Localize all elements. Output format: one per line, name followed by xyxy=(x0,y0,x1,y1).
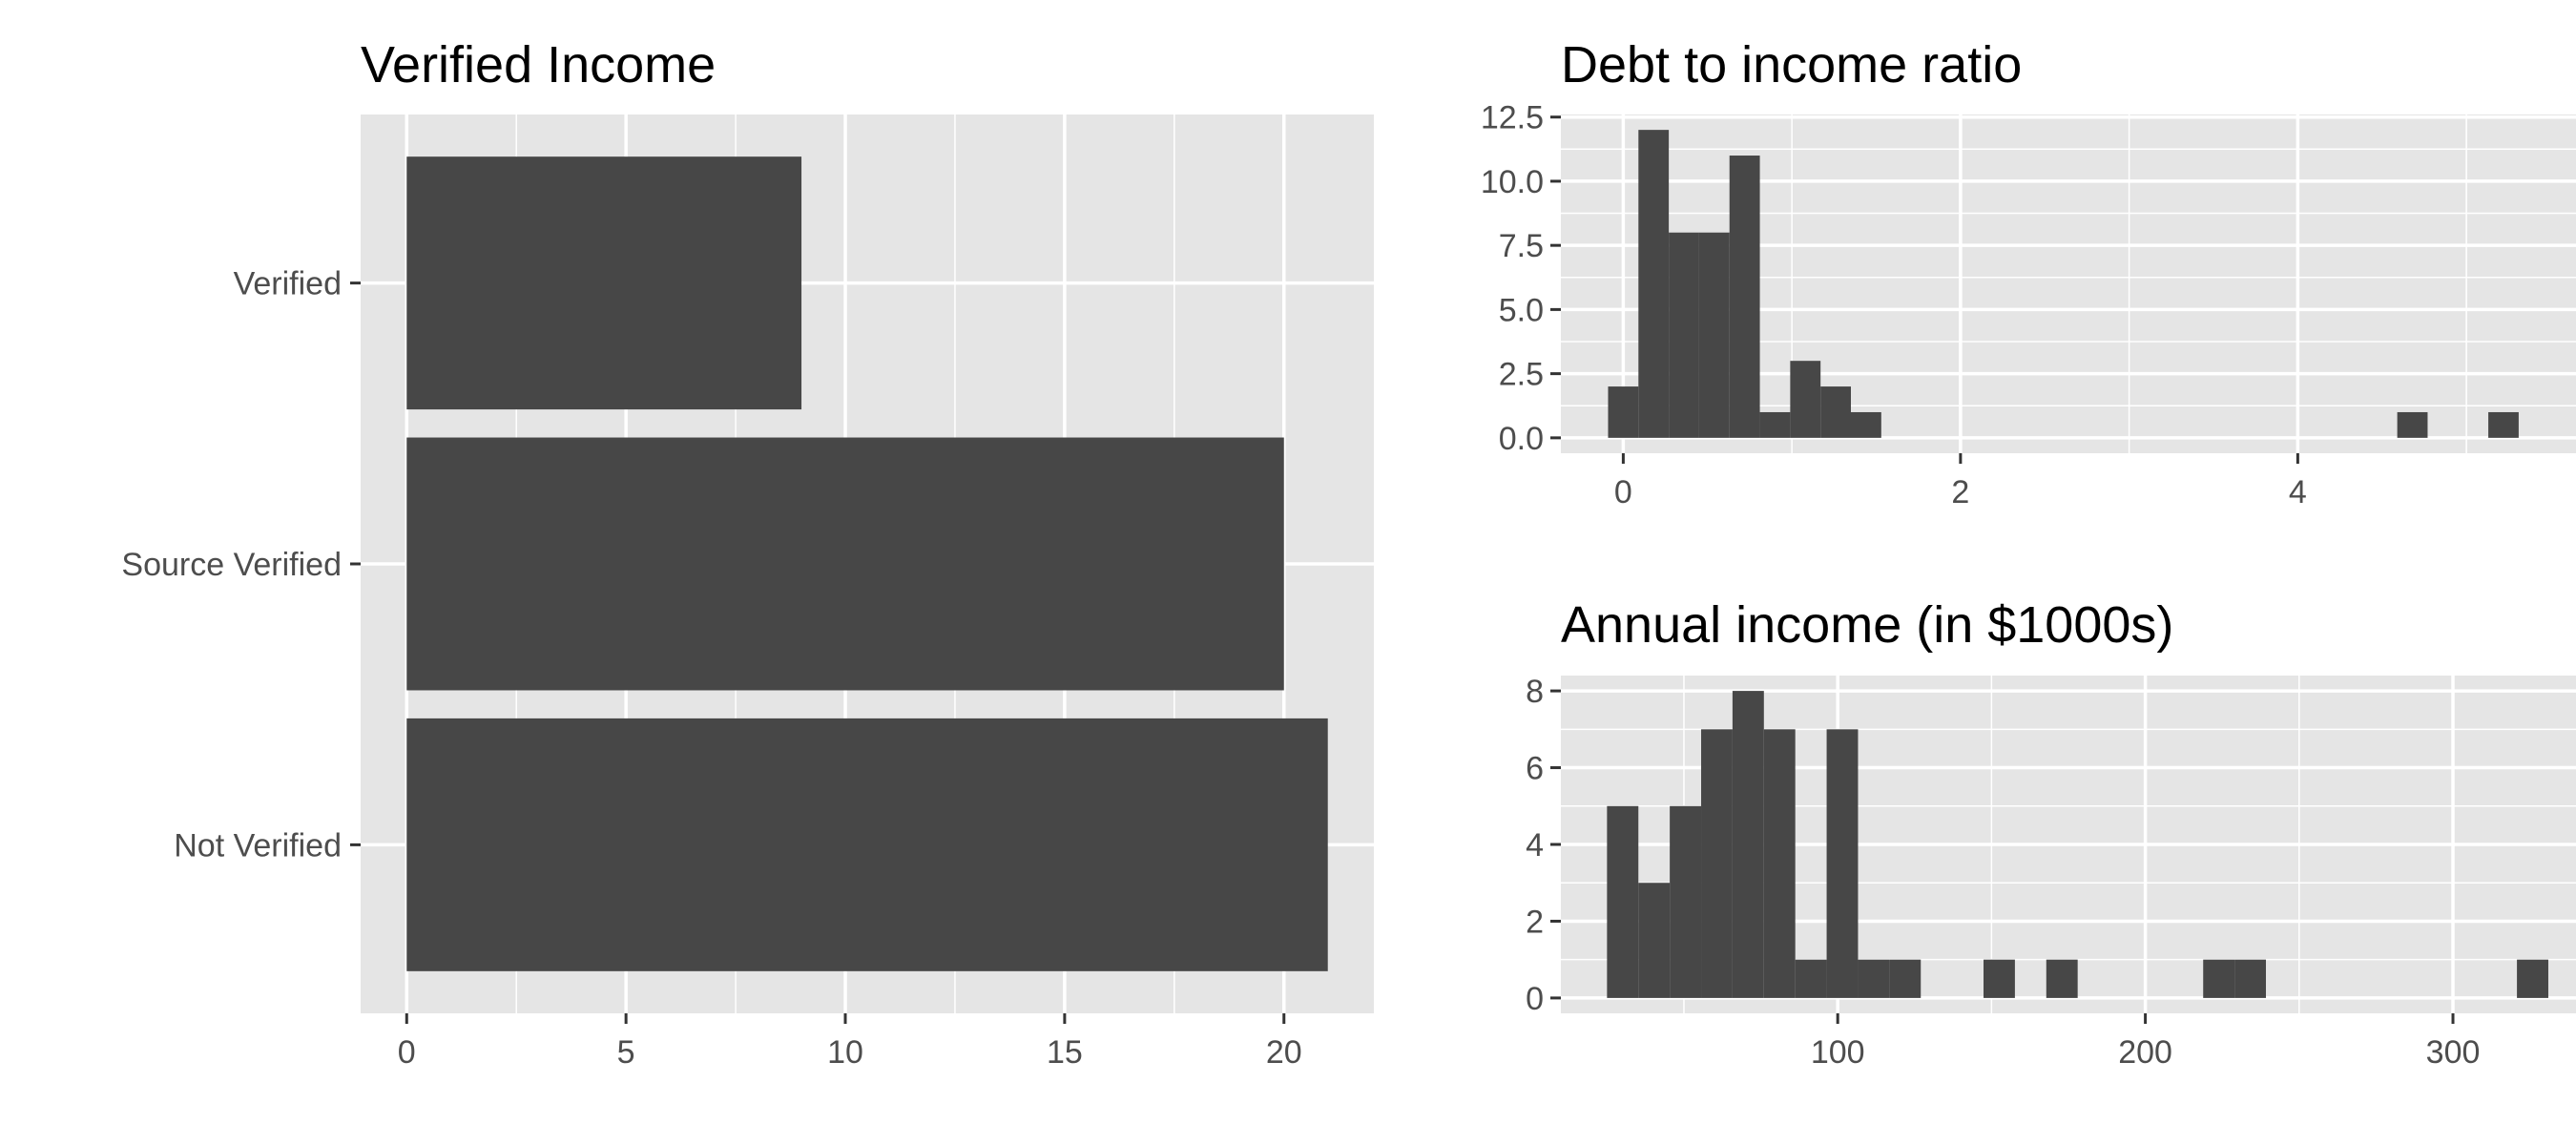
y-tick-label: 8 xyxy=(1526,674,1544,710)
histogram-bar xyxy=(1638,130,1670,438)
histogram-bar xyxy=(1858,959,1890,998)
x-tick-label: 10 xyxy=(827,1034,863,1071)
debt-to-income-chart: Debt to income ratio 0.0 2.5 5.0 7.5 10.0 12.5… xyxy=(1481,36,2576,510)
bar xyxy=(406,437,1284,691)
histogram-bar xyxy=(1607,805,1639,998)
histogram-bar xyxy=(1820,386,1851,438)
x-tick-label: 5 xyxy=(617,1034,635,1071)
histogram-bar xyxy=(1701,729,1733,998)
x-tick-label: 15 xyxy=(1047,1034,1083,1071)
y-tick-label: 2.5 xyxy=(1499,357,1544,393)
histogram-bar xyxy=(2046,959,2078,998)
histogram-bar xyxy=(1826,729,1859,998)
histogram-bar xyxy=(1889,959,1922,998)
y-tick-label: 4 xyxy=(1526,827,1544,864)
y-tick-label: 5.0 xyxy=(1499,292,1544,328)
x-tick-label: 4 xyxy=(2289,474,2307,510)
y-tick-label: Verified xyxy=(234,266,342,302)
histogram-bar xyxy=(2234,959,2266,998)
bar xyxy=(406,718,1328,971)
x-tick-label: 0 xyxy=(398,1034,416,1071)
x-tick-label: 200 xyxy=(2118,1034,2172,1071)
histogram-bar xyxy=(1790,361,1821,438)
histogram-bar xyxy=(2397,411,2428,438)
y-tick-label: 7.5 xyxy=(1499,228,1544,264)
chart-title: Debt to income ratio xyxy=(1561,36,2022,94)
bar xyxy=(406,156,802,410)
histogram-bar xyxy=(1984,959,2015,998)
histogram-bar xyxy=(2488,411,2519,438)
y-tick-label: 12.5 xyxy=(1481,100,1544,136)
y-tick-label: Not Verified xyxy=(174,827,342,864)
x-tick-label: 2 xyxy=(1951,474,1969,510)
histogram-bar xyxy=(2517,959,2548,998)
histogram-bar xyxy=(1763,729,1796,998)
y-tick-label: 0 xyxy=(1526,981,1544,1017)
histogram-bar xyxy=(1608,386,1639,438)
histogram-bar xyxy=(1670,805,1702,998)
histogram-bar xyxy=(1669,232,1699,438)
verified-income-chart: Verified Income Verified Source Verified No… xyxy=(121,36,1374,1071)
chart-title: Verified Income xyxy=(361,36,716,94)
histogram-bar xyxy=(2203,959,2235,998)
x-tick-label: 300 xyxy=(2426,1034,2481,1071)
y-tick-label: 10.0 xyxy=(1481,164,1544,200)
y-tick-label: 6 xyxy=(1526,751,1544,787)
y-tick-label: 2 xyxy=(1526,904,1544,940)
histogram-bar xyxy=(1795,959,1827,998)
histogram-bar xyxy=(1759,411,1791,438)
chart-title: Annual income (in $1000s) xyxy=(1561,596,2173,654)
histogram-bar xyxy=(1851,411,1881,438)
histogram-bar xyxy=(1729,156,1760,438)
x-tick-label: 100 xyxy=(1811,1034,1865,1071)
histogram-bar xyxy=(1638,883,1671,998)
histogram-bar xyxy=(1698,232,1730,438)
y-tick-label: Source Verified xyxy=(121,547,342,583)
annual-income-chart: Annual income (in $1000s) 0 2 4 6 8 100 200 300 xyxy=(1526,596,2576,1071)
x-tick-label: 0 xyxy=(1614,474,1632,510)
x-tick-label: 20 xyxy=(1266,1034,1302,1071)
y-tick-label: 0.0 xyxy=(1499,421,1544,457)
histogram-bar xyxy=(1732,691,1764,998)
